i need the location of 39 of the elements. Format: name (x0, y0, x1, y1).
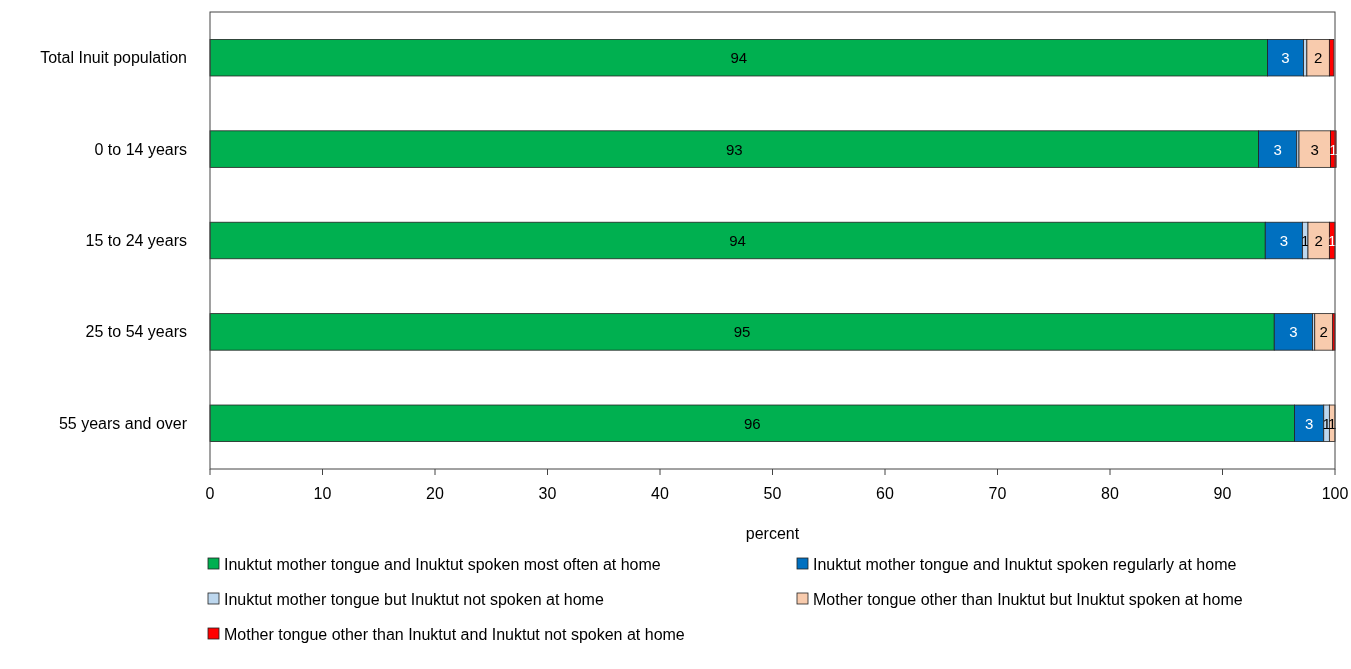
data-label: 3 (1304, 414, 1314, 432)
data-label: 94 (730, 49, 748, 67)
x-tick-label: 0 (205, 485, 215, 502)
y-tick-label: 0 to 14 years (94, 140, 187, 158)
legend-label: Inuktut mother tongue and Inuktut spoken regularly at home (813, 555, 1237, 573)
data-label: 3 (1279, 232, 1288, 249)
bar (1306, 39, 1330, 77)
x-tick-label: 90 (1213, 485, 1232, 502)
data-label: 2 (1314, 232, 1323, 249)
y-tick-label: 55 years and over (58, 414, 188, 432)
data-label: 3 (1310, 140, 1319, 158)
x-tick-label: 100 (1321, 485, 1349, 502)
x-tick-label: 80 (1101, 485, 1119, 502)
data-label: 93 (725, 140, 743, 158)
data-label: 1 (1329, 140, 1338, 158)
data-label: 3 (1273, 140, 1282, 158)
y-tick-label: 15 to 24 years (85, 232, 187, 249)
x-tick-label: 60 (876, 485, 894, 502)
data-label: 3 (1281, 49, 1290, 67)
x-tick-label: 40 (651, 485, 669, 502)
data-label: 2 (1313, 49, 1323, 67)
x-tick-label: 10 (313, 485, 332, 502)
x-axis-title: percent (745, 525, 800, 542)
y-tick-label: Total Inuit population (40, 49, 187, 67)
data-label: 96 (743, 414, 761, 432)
data-label: 2 (1319, 323, 1328, 341)
legend-label: Mother tongue other than Inuktut but Inuktut spoken at home (813, 590, 1243, 608)
data-label: 94 (729, 232, 746, 249)
x-tick-label: 20 (426, 485, 444, 502)
x-tick-label: 70 (988, 485, 1007, 502)
x-tick-label: 30 (538, 485, 557, 502)
legend-label: Inuktut mother tongue and Inuktut spoken most often at home (224, 555, 661, 573)
bar (1314, 313, 1334, 351)
legend-label: Inuktut mother tongue but Inuktut not spoken at home (224, 590, 604, 608)
x-tick-label: 50 (763, 485, 782, 502)
data-label: 3 (1289, 323, 1298, 341)
data-label: 95 (733, 323, 751, 341)
legend-label: Mother tongue other than Inuktut and Inuktut not spoken at home (224, 625, 685, 643)
y-tick-label: 25 to 54 years (85, 323, 187, 341)
